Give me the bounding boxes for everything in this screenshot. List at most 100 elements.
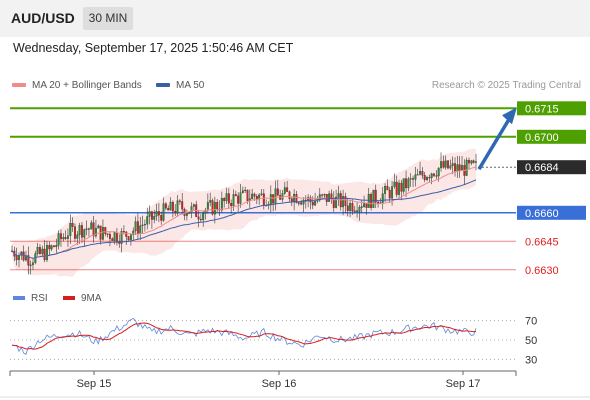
candle-body — [276, 188, 279, 196]
level-label-0.6630: 0.6630 — [525, 265, 559, 277]
candle-body — [223, 198, 226, 202]
candle-body — [400, 182, 403, 192]
rsi-tick-50: 50 — [525, 335, 537, 347]
candle-body — [363, 203, 366, 207]
candle-body — [367, 193, 370, 208]
candle-body — [465, 159, 468, 176]
projection-arrow-shaft — [477, 118, 511, 171]
candle-body — [269, 194, 272, 205]
candle-body — [90, 222, 93, 230]
candle-body — [143, 224, 146, 226]
candle-body — [197, 216, 200, 220]
candle-body — [204, 209, 207, 214]
candle-body — [66, 235, 69, 239]
candle-body — [442, 161, 445, 168]
candle-body — [430, 173, 433, 178]
candle-body — [318, 194, 321, 201]
ma20-line — [11, 166, 477, 259]
candle-body — [46, 245, 48, 261]
candle-body — [62, 237, 65, 240]
level-badge-0.6684 — [517, 160, 586, 175]
candle-body — [69, 223, 72, 236]
legend-ma50-label: MA 50 — [176, 80, 205, 91]
candle-body — [255, 196, 258, 200]
candle-body — [232, 194, 235, 207]
candle-body — [241, 190, 244, 193]
candle-body — [260, 193, 263, 196]
candle-body — [468, 159, 470, 164]
candle-body — [83, 229, 86, 238]
candle-body — [253, 193, 256, 197]
candle-body — [78, 225, 81, 235]
copyright: Research © 2025 Trading Central — [431, 80, 581, 91]
candle-body — [416, 174, 419, 176]
candle-body — [111, 238, 114, 241]
ma9-legend-label: 9MA — [81, 293, 102, 304]
candle-body — [435, 175, 438, 177]
candle-body — [470, 160, 473, 164]
candle-body — [101, 227, 104, 240]
candle-body — [213, 202, 216, 215]
candle-body — [472, 160, 475, 163]
candle-body — [286, 187, 289, 192]
candle-body — [437, 167, 440, 177]
candle-body — [419, 171, 422, 175]
ma9-legend: 9MA — [63, 293, 102, 304]
rsi-tick-30: 30 — [525, 354, 537, 366]
candle-body — [454, 163, 456, 172]
candle-body — [57, 233, 60, 246]
candle-body — [281, 193, 284, 200]
candle-body — [167, 208, 170, 211]
candle-body — [185, 213, 188, 216]
rsi-ma-line — [11, 322, 477, 350]
level-label-0.6645: 0.6645 — [525, 236, 559, 248]
candle-body — [108, 233, 111, 239]
candle-body — [405, 178, 408, 189]
candle-body — [141, 224, 144, 226]
candle-body — [456, 164, 459, 172]
candle-body — [337, 193, 340, 198]
candle-body — [216, 202, 219, 210]
candle-body — [447, 160, 449, 169]
candle-body — [365, 203, 368, 208]
candle-body — [199, 219, 202, 221]
rsi-legend: RSI — [13, 293, 48, 304]
candle-body — [342, 196, 345, 208]
candle-body — [139, 225, 142, 234]
ma20-swatch — [12, 83, 26, 88]
candle-body — [444, 160, 447, 168]
candle-body — [440, 161, 442, 169]
candle-body — [134, 221, 137, 232]
candle-body — [80, 225, 83, 238]
candle-body — [358, 206, 361, 212]
candle-body — [150, 211, 153, 220]
candle-body — [290, 198, 293, 202]
candle-body — [283, 187, 286, 194]
candle-body — [225, 193, 228, 202]
candle-body — [153, 215, 156, 220]
candle-body — [146, 216, 149, 225]
level-badge-0.6715 — [517, 101, 586, 116]
candle-body — [374, 189, 377, 203]
candle-body — [274, 188, 277, 204]
candle-body — [64, 237, 67, 239]
candle-body — [192, 204, 195, 207]
candle-body — [230, 203, 233, 207]
candle-body — [27, 255, 30, 266]
candle-body — [104, 227, 107, 234]
candle-body — [55, 245, 58, 248]
candle-body — [209, 200, 212, 203]
candle-body — [328, 193, 331, 202]
x-tick-label: Sep 15 — [77, 378, 112, 390]
candle-body — [353, 210, 356, 212]
candle-body — [272, 194, 275, 204]
interval-tab[interactable]: 30 MIN — [83, 7, 133, 30]
x-tick-label: Sep 17 — [446, 378, 481, 390]
candle-body — [202, 213, 205, 221]
level-badge-0.6700 — [517, 129, 586, 144]
candle-body — [32, 262, 34, 266]
candle-body — [388, 189, 391, 199]
candle-body — [295, 194, 298, 203]
candle-body — [395, 181, 398, 195]
